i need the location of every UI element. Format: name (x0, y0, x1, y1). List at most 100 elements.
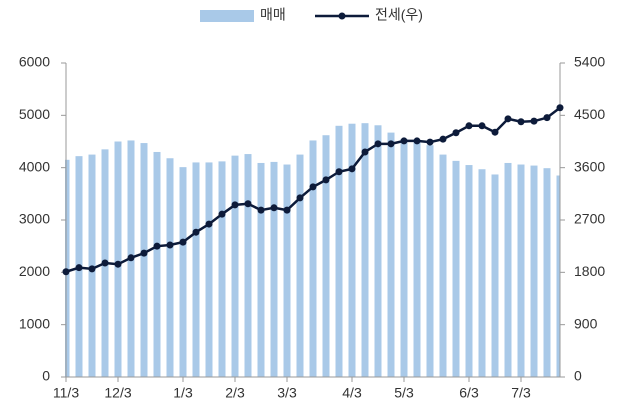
x-tick-label: 7/3 (511, 385, 531, 401)
line-marker (530, 117, 538, 125)
y2-tick-label: 5400 (574, 54, 605, 70)
y-tick-label: 3000 (19, 211, 50, 227)
bar (361, 123, 369, 377)
y2-tick-label: 0 (574, 368, 582, 384)
line-marker (452, 129, 460, 137)
x-tick-label: 12/3 (104, 385, 131, 401)
line-marker (296, 194, 304, 202)
line-marker (556, 104, 564, 112)
x-tick-label: 3/3 (277, 385, 297, 401)
legend-label: 매매 (260, 7, 286, 23)
bar (452, 160, 460, 377)
bar (491, 174, 499, 377)
line-marker (75, 264, 83, 272)
line-marker (400, 137, 408, 145)
legend-label: 전세(우) (375, 7, 423, 23)
legend-swatch (200, 10, 254, 22)
x-tick-label: 4/3 (342, 385, 362, 401)
line-marker (322, 176, 330, 184)
line-marker (374, 140, 382, 148)
bar (140, 143, 148, 377)
bar (322, 135, 330, 377)
line-marker (244, 200, 252, 208)
x-tick-label: 6/3 (459, 385, 479, 401)
line-marker (114, 260, 122, 268)
bar (296, 154, 304, 377)
bar (231, 155, 239, 377)
line-marker (387, 140, 395, 148)
bar (348, 123, 356, 377)
y2-tick-label: 1800 (574, 263, 605, 279)
bar (335, 125, 343, 377)
bar (114, 141, 122, 377)
line-marker (283, 206, 291, 214)
line-marker (335, 168, 343, 176)
bar (153, 151, 161, 377)
bar (244, 154, 252, 377)
line-marker (192, 228, 200, 236)
y2-tick-label: 3600 (574, 158, 605, 174)
bar (65, 159, 70, 377)
line-marker (309, 183, 317, 191)
line-marker (179, 238, 187, 246)
line-marker (166, 241, 174, 249)
y2-tick-label: 4500 (574, 106, 605, 122)
bar (179, 167, 187, 377)
line-marker (62, 268, 70, 276)
x-tick-label: 1/3 (173, 385, 193, 401)
x-tick-label: 2/3 (225, 385, 245, 401)
bar (218, 161, 226, 377)
line-marker (153, 242, 161, 250)
bar (465, 165, 473, 377)
line-marker (465, 122, 473, 130)
y-tick-label: 0 (42, 368, 50, 384)
line-marker (478, 122, 486, 130)
line-marker (361, 148, 369, 156)
bar (270, 161, 278, 377)
line-marker (439, 135, 447, 143)
bar (556, 175, 560, 377)
line-marker (491, 128, 499, 136)
line-marker (140, 249, 148, 257)
bar (439, 154, 447, 377)
bar (517, 164, 525, 377)
line-marker (218, 210, 226, 218)
y-tick-label: 4000 (19, 158, 50, 174)
bar (166, 158, 174, 377)
line-marker (543, 114, 551, 122)
x-tick-label: 5/3 (394, 385, 414, 401)
bar (309, 140, 317, 377)
line-marker (231, 201, 239, 209)
line-marker (205, 220, 213, 228)
bar (283, 164, 291, 377)
line-marker (504, 115, 512, 123)
bar (426, 145, 434, 377)
bar (374, 125, 382, 377)
line-marker (270, 204, 278, 212)
bar (387, 132, 395, 377)
bar (478, 169, 486, 377)
y2-tick-label: 900 (574, 315, 598, 331)
y-tick-label: 1000 (19, 315, 50, 331)
bar (400, 138, 408, 377)
line-marker (426, 138, 434, 146)
bar (257, 162, 265, 377)
bar (530, 165, 538, 377)
line-marker (348, 165, 356, 173)
y-tick-label: 2000 (19, 263, 50, 279)
y-tick-label: 6000 (19, 54, 50, 70)
line-marker (257, 206, 265, 214)
legend-marker (338, 12, 346, 20)
y-tick-label: 5000 (19, 106, 50, 122)
line-marker (413, 137, 421, 145)
bar (543, 168, 551, 377)
x-tick-label: 11/3 (53, 385, 79, 401)
y2-tick-label: 2700 (574, 211, 605, 227)
bar (413, 141, 421, 377)
line-marker (88, 265, 96, 273)
line-marker (517, 118, 525, 126)
bar (205, 162, 213, 377)
bar (192, 162, 200, 377)
line-marker (127, 254, 135, 262)
